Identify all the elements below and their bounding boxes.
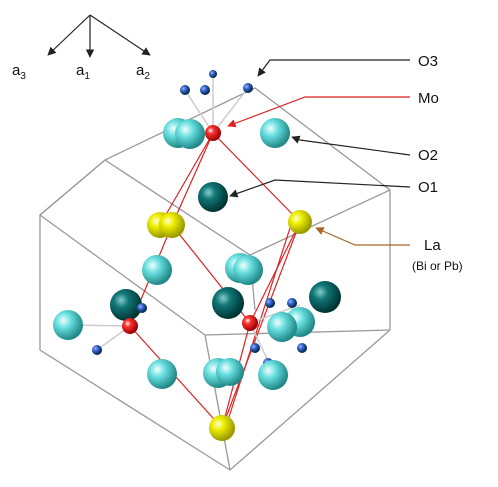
axis-letter: a	[76, 62, 85, 79]
label-mo: Mo	[418, 90, 439, 107]
label-o2: O2	[418, 147, 438, 164]
callouts	[227, 59, 411, 246]
label-la: La	[424, 237, 441, 254]
axis-letter: a	[12, 62, 21, 79]
axis-letter: a	[136, 62, 145, 79]
axes	[47, 14, 151, 58]
axis-label: a2	[136, 62, 150, 82]
atoms	[53, 70, 341, 441]
axis-sub: 1	[84, 71, 90, 82]
unit-cell	[39, 87, 391, 471]
axis-label: a3	[12, 62, 26, 82]
label-la-note: (Bi or Pb)	[412, 259, 463, 273]
label-o1: O1	[418, 179, 438, 196]
label-o3: O3	[418, 53, 438, 70]
axis-sub: 2	[144, 71, 150, 82]
axis-label: a1	[76, 62, 90, 82]
axis-sub: 3	[20, 71, 26, 82]
